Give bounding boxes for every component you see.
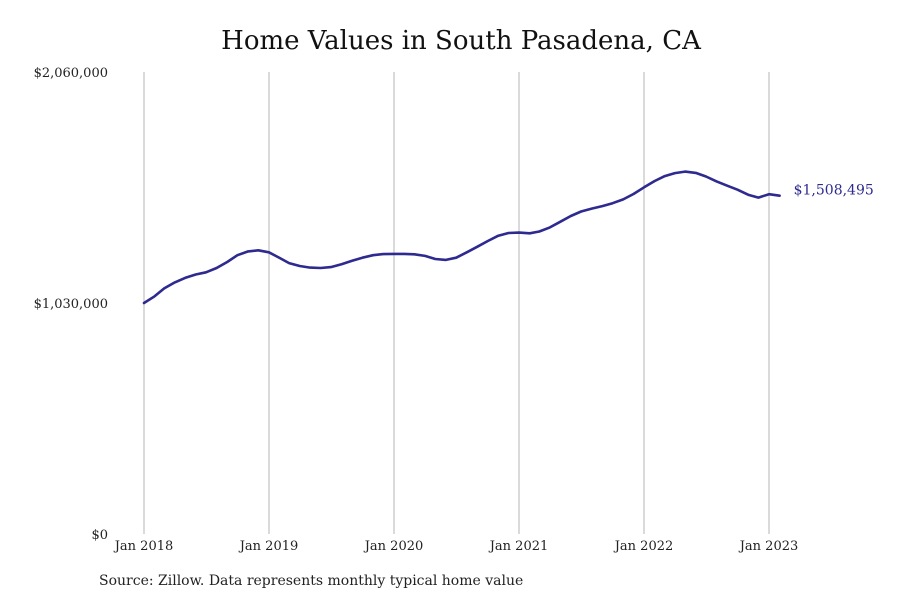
y-axis-tick-labels: $0 $1,030,000 $2,060,000 (34, 66, 108, 543)
home-value-series-line (142, 170, 781, 305)
x-tick-label: Jan 2020 (363, 539, 424, 554)
x-tick-label: Jan 2018 (113, 539, 174, 554)
x-tick-label: Jan 2019 (238, 539, 299, 554)
x-axis-tick-labels: Jan 2018 Jan 2019 Jan 2020 Jan 2021 Jan 2022… (113, 539, 799, 554)
x-tick-label: Jan 2023 (738, 539, 799, 554)
y-tick-label: $2,060,000 (34, 66, 108, 81)
y-tick-label: $1,030,000 (34, 297, 108, 312)
x-tick-label: Jan 2021 (488, 539, 549, 554)
source-note: Source: Zillow. Data represents monthly … (99, 573, 524, 589)
vertical-gridlines (143, 72, 770, 534)
latest-value-label: $1,508,495 (794, 183, 874, 199)
chart-title: Home Values in South Pasadena, CA (221, 26, 701, 56)
y-tick-label: $0 (91, 528, 108, 543)
x-tick-label: Jan 2022 (613, 539, 674, 554)
